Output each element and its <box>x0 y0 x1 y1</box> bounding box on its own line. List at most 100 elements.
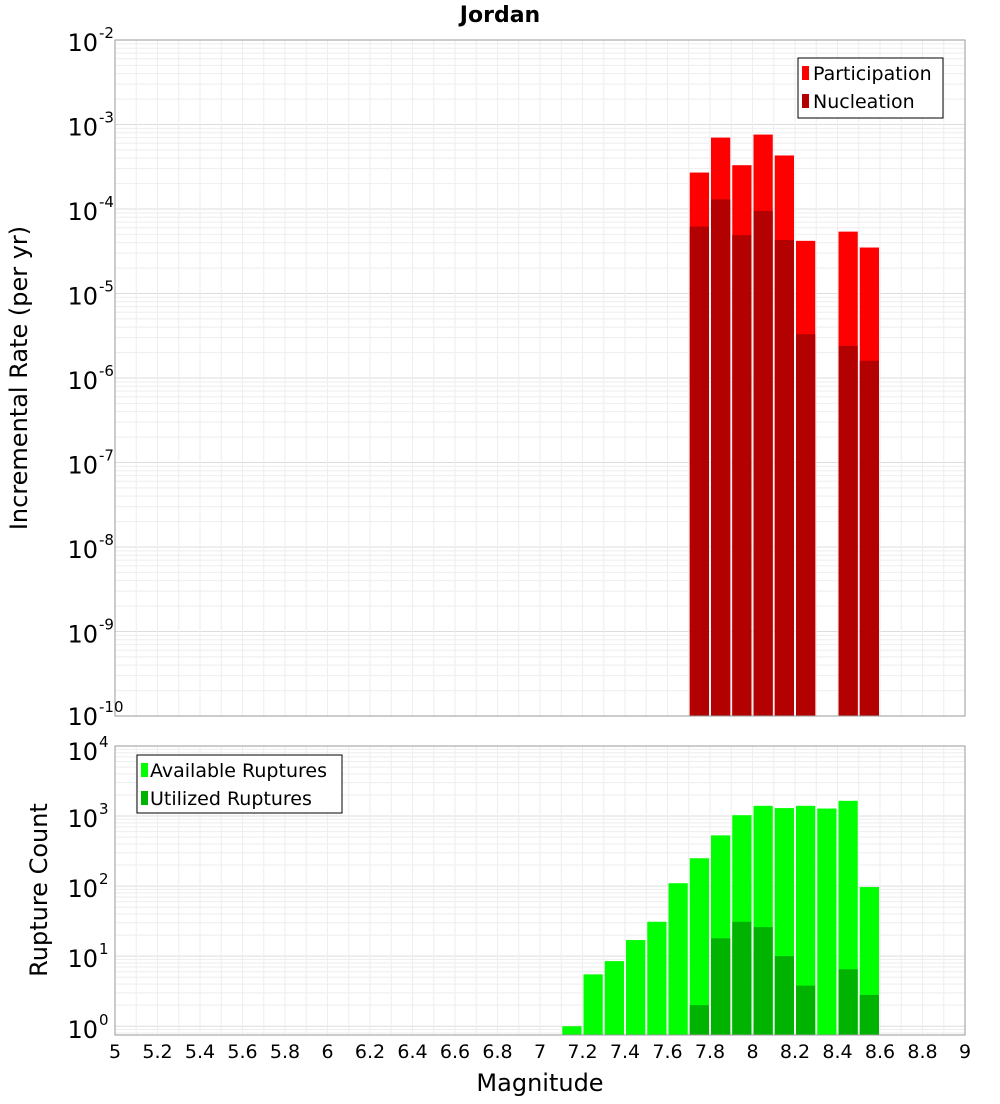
y-tick-base: 10 <box>67 738 98 766</box>
x-tick-label: 8.8 <box>907 1041 937 1063</box>
y-tick-base: 10 <box>67 283 98 311</box>
y-tick-exponent: -3 <box>99 109 114 127</box>
bar-nucleation-7.95 <box>732 235 752 716</box>
bar-utilized-ruptures-8.45 <box>838 969 858 1035</box>
y-tick-base: 10 <box>67 621 98 649</box>
x-tick-label: 8 <box>746 1041 758 1063</box>
bar-utilized-ruptures-8.05 <box>753 927 773 1035</box>
bar-nucleation-7.85 <box>711 199 731 717</box>
bar-utilized-ruptures-7.75 <box>689 1005 709 1035</box>
y-tick-exponent: 0 <box>99 1011 109 1029</box>
bar-available-ruptures-8.25 <box>796 805 816 1035</box>
y-tick-exponent: 4 <box>99 733 109 751</box>
bar-nucleation-8.15 <box>774 239 794 716</box>
x-tick-label: 7 <box>534 1041 546 1063</box>
x-tick-label: 5.6 <box>227 1041 257 1063</box>
x-tick-labels: 5 5.2 5.4 5.6 5.8 6 6.2 6.4 6.6 6.8 7 7.2 7.4 7.6 7.8 8… <box>109 1041 971 1063</box>
y-tick-base: 10 <box>67 114 98 142</box>
y-tick-base: 10 <box>67 703 98 731</box>
x-tick-label: 5.8 <box>270 1041 300 1063</box>
top-legend: Participation Nucleation <box>797 57 944 119</box>
bottom-legend-box <box>136 754 343 814</box>
bar-utilized-ruptures-8.25 <box>796 985 816 1035</box>
y-tick-exponent: 3 <box>99 800 109 818</box>
bar-available-ruptures-7.15 <box>562 1026 582 1035</box>
x-tick-label: 8.6 <box>865 1041 895 1063</box>
top-grid <box>114 40 966 717</box>
x-tick-label: 7.8 <box>695 1041 725 1063</box>
y-tick-base: 10 <box>67 367 98 395</box>
y-tick-exponent: -6 <box>99 362 114 380</box>
bar-nucleation-8.05 <box>753 210 773 716</box>
bar-available-ruptures-8.35 <box>817 808 837 1035</box>
bar-utilized-ruptures-8.55 <box>859 994 879 1035</box>
y-tick-exponent: -4 <box>99 193 114 211</box>
top-bars <box>689 134 879 717</box>
top-y-tick-labels: 10-210-310-410-510-610-710-810-910-10 <box>67 24 123 731</box>
x-tick-label: 6.4 <box>397 1041 427 1063</box>
y-tick-exponent: 2 <box>99 870 109 888</box>
x-tick-label: 6.2 <box>355 1041 385 1063</box>
bar-available-ruptures-7.65 <box>668 883 688 1035</box>
y-tick-exponent: -9 <box>99 616 114 634</box>
x-tick-label: 6.8 <box>482 1041 512 1063</box>
bar-available-ruptures-7.45 <box>626 940 646 1035</box>
y-tick-exponent: 1 <box>99 940 109 958</box>
x-tick-label: 7.4 <box>610 1041 640 1063</box>
x-axis-label: Magnitude <box>476 1069 603 1097</box>
legend-swatch-nucleation <box>802 94 809 108</box>
x-tick-label: 8.4 <box>822 1041 852 1063</box>
legend-label-utilized-ruptures: Utilized Ruptures <box>150 788 312 810</box>
bar-nucleation-8.25 <box>796 334 816 716</box>
y-tick-base: 10 <box>67 1016 98 1044</box>
bar-nucleation-8.55 <box>859 360 879 716</box>
y-tick-base: 10 <box>67 536 98 564</box>
bar-available-ruptures-7.55 <box>647 921 667 1035</box>
bar-nucleation-8.45 <box>838 345 858 716</box>
chart-title: Jordan <box>458 3 540 28</box>
legend-swatch-utilized-ruptures <box>141 791 148 805</box>
y-tick-base: 10 <box>67 805 98 833</box>
bar-nucleation-7.75 <box>689 226 709 716</box>
y-tick-base: 10 <box>67 452 98 480</box>
x-tick-label: 6.6 <box>440 1041 470 1063</box>
bar-available-ruptures-7.35 <box>604 961 624 1035</box>
y-tick-base: 10 <box>67 945 98 973</box>
bottom-legend: Available Ruptures Utilized Ruptures <box>136 754 343 814</box>
x-tick-label: 7.2 <box>567 1041 597 1063</box>
legend-label-nucleation: Nucleation <box>813 91 915 113</box>
bar-utilized-ruptures-7.95 <box>732 921 752 1035</box>
bottom-plot-frame <box>114 745 966 1036</box>
y-tick-exponent: -7 <box>99 447 114 465</box>
y-tick-base: 10 <box>67 29 98 57</box>
y-tick-exponent: -2 <box>99 24 114 42</box>
bar-available-ruptures-7.25 <box>583 974 603 1035</box>
legend-swatch-available-ruptures <box>141 763 148 777</box>
x-tick-label: 7.6 <box>652 1041 682 1063</box>
y-tick-exponent: -5 <box>99 278 114 296</box>
x-tick-label: 9 <box>959 1041 971 1063</box>
x-tick-label: 8.2 <box>780 1041 810 1063</box>
bottom-y-axis-label: Rupture Count <box>25 803 53 977</box>
y-tick-base: 10 <box>67 198 98 226</box>
legend-swatch-participation <box>802 66 809 80</box>
bar-available-ruptures-7.75 <box>689 858 709 1035</box>
y-tick-exponent: -8 <box>99 531 114 549</box>
top-plot-frame <box>114 39 966 717</box>
bottom-bars <box>562 800 879 1035</box>
bar-utilized-ruptures-8.15 <box>774 956 794 1035</box>
x-tick-label: 5.4 <box>185 1041 215 1063</box>
x-tick-label: 5 <box>109 1041 121 1063</box>
top-legend-box <box>797 57 944 119</box>
bar-utilized-ruptures-7.85 <box>711 938 731 1035</box>
legend-label-available-ruptures: Available Ruptures <box>150 760 327 782</box>
x-tick-label: 5.2 <box>142 1041 172 1063</box>
top-y-axis-label: Incremental Rate (per yr) <box>5 226 33 530</box>
y-tick-base: 10 <box>67 875 98 903</box>
x-tick-label: 6 <box>321 1041 333 1063</box>
legend-label-participation: Participation <box>813 63 932 85</box>
y-tick-exponent: -10 <box>99 698 124 716</box>
